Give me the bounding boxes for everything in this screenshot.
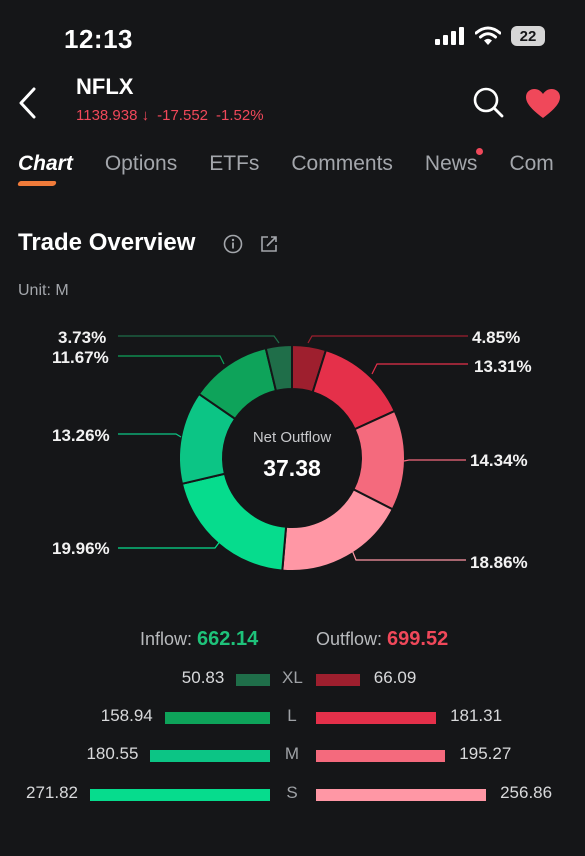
slice-label-s-inflow: 19.96% — [52, 539, 110, 558]
outflow-value-xl: 66.09 — [373, 668, 417, 687]
wifi-icon — [475, 26, 501, 45]
price-change: -17.552 — [157, 107, 208, 124]
outflow-bar-m — [316, 750, 446, 762]
leader-line — [118, 335, 280, 344]
slice-label-s-outflow: 18.86% — [470, 553, 528, 572]
size-label-m: M — [284, 744, 300, 763]
unit-label: Unit: M — [18, 282, 69, 299]
tab-options[interactable]: Options — [104, 152, 178, 175]
slice-label-l-outflow: 13.31% — [474, 357, 532, 376]
leader-line — [118, 355, 225, 365]
search-icon[interactable] — [472, 86, 504, 118]
tab-bar: Chart Options ETFs Comments News Com — [17, 148, 585, 186]
inflow-bar-m — [150, 750, 270, 762]
trade-overview-donut-chart — [118, 335, 468, 572]
inflow-bar-s — [90, 789, 270, 801]
outflow-bar-s — [316, 789, 487, 801]
slice-label-l-inflow: 11.67% — [52, 348, 109, 367]
donut-slice-xl-inflow[interactable] — [264, 343, 293, 393]
slice-label-m-inflow: 13.26% — [52, 426, 110, 445]
favorite-heart-icon[interactable] — [525, 88, 561, 120]
price: 1138.938 ↓ — [76, 107, 150, 124]
price-change-pct: -1.52% — [216, 107, 264, 124]
size-label-xl: XL — [282, 668, 303, 687]
status-time: 12:13 — [64, 24, 133, 54]
outflow-value-s: 256.86 — [500, 783, 553, 802]
notification-dot — [476, 148, 484, 155]
leader-line — [351, 549, 466, 561]
leader-line — [118, 433, 182, 438]
size-label-l: L — [287, 706, 297, 725]
inflow-bar-xl — [236, 674, 270, 686]
share-icon[interactable] — [259, 234, 279, 254]
down-arrow-icon: ↓ — [137, 107, 150, 124]
tab-news[interactable]: News — [425, 148, 484, 176]
inflow-value-m: 180.55 — [86, 744, 139, 763]
outflow-value-m: 195.27 — [459, 744, 512, 763]
inflow-value-xl: 50.83 — [181, 668, 225, 687]
donut-slice-s-inflow[interactable] — [180, 472, 288, 572]
info-icon[interactable] — [223, 234, 243, 254]
active-tab-indicator — [17, 181, 57, 186]
quote-line: 1138.938 ↓ -17.552 -1.52% — [76, 107, 264, 124]
leader-line — [307, 335, 468, 344]
tab-company[interactable]: Com — [509, 152, 554, 175]
back-arrow-icon[interactable] — [16, 86, 40, 120]
tab-chart[interactable]: Chart — [17, 152, 73, 186]
tab-etfs[interactable]: ETFs — [209, 152, 260, 175]
inflow-total: 662.14 — [197, 628, 259, 650]
leader-line — [118, 539, 222, 549]
outflow-summary: Outflow: 699.52 — [316, 628, 449, 650]
net-outflow-value: 37.38 — [263, 455, 321, 481]
outflow-total: 699.52 — [387, 628, 449, 650]
slice-label-m-outflow: 14.34% — [470, 451, 528, 470]
leader-line — [403, 459, 466, 462]
inflow-value-s: 271.82 — [26, 783, 78, 802]
section-title: Trade Overview — [18, 229, 196, 256]
leader-line — [371, 363, 468, 375]
tab-comments[interactable]: Comments — [291, 152, 393, 175]
outflow-bar-xl — [316, 674, 360, 686]
battery-icon: 22 — [511, 26, 545, 46]
inflow-summary: Inflow: 662.14 — [140, 628, 259, 650]
leader-lines — [118, 335, 468, 561]
outflow-bar-l — [316, 712, 437, 724]
ticker-symbol: NFLX — [76, 74, 134, 99]
slice-label-xl-inflow: 3.73% — [58, 328, 107, 347]
inflow-bar-l — [164, 712, 270, 724]
outflow-value-l: 181.31 — [450, 706, 503, 725]
inflow-value-l: 158.94 — [100, 706, 153, 725]
donut-slice-s-outflow[interactable] — [281, 488, 395, 572]
signal-icon — [435, 27, 464, 45]
size-label-s: S — [286, 783, 298, 802]
status-icons: 22 — [435, 26, 545, 46]
slice-label-xl-outflow: 4.85% — [472, 328, 521, 347]
net-outflow-label: Net Outflow — [252, 429, 332, 446]
